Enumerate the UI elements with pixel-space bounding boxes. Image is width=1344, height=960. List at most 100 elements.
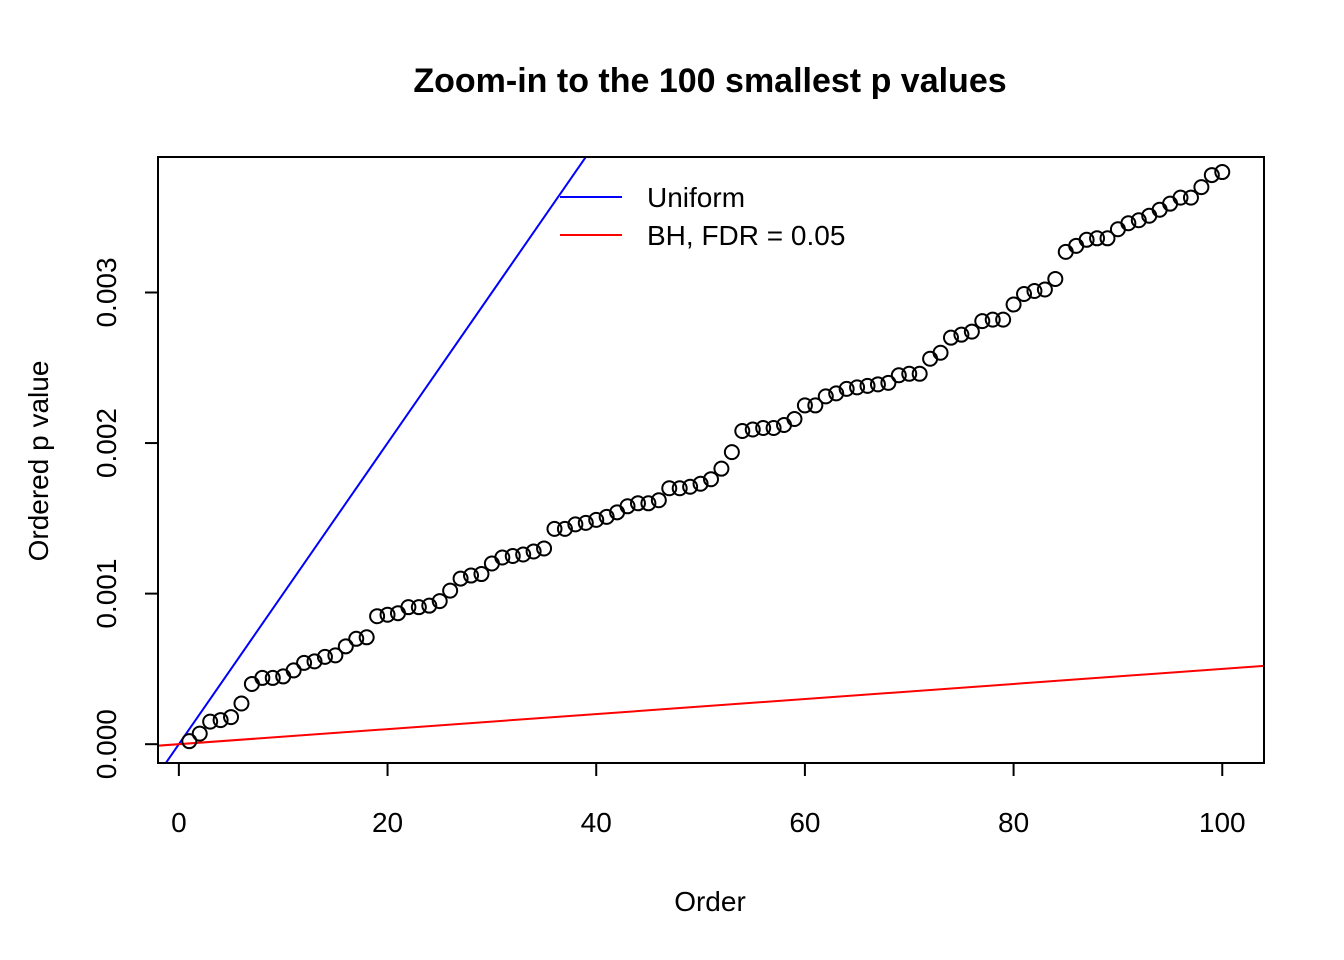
data-point: [629, 495, 646, 512]
data-point: [243, 675, 260, 692]
y-tick-label: 0.003: [91, 257, 122, 327]
data-point: [316, 648, 333, 665]
data-point: [1203, 167, 1220, 184]
data-point: [483, 555, 500, 572]
data-point: [703, 471, 719, 488]
x-tick-label: 20: [372, 807, 403, 838]
data-point: [577, 514, 594, 531]
x-axis-label: Order: [674, 886, 746, 917]
data-point: [504, 547, 521, 564]
data-point: [1089, 230, 1106, 247]
data-point: [1214, 164, 1231, 181]
data-points: [181, 164, 1231, 750]
data-point: [859, 377, 876, 394]
data-point: [713, 460, 730, 477]
data-point: [755, 420, 772, 437]
data-point: [650, 492, 667, 509]
data-point: [1099, 230, 1116, 247]
data-point: [546, 520, 563, 537]
y-tick-label: 0.000: [91, 709, 122, 779]
data-point: [661, 480, 678, 497]
data-point: [1120, 215, 1137, 232]
data-point: [942, 329, 959, 346]
uniform-line: [164, 157, 588, 763]
data-point: [431, 593, 448, 610]
data-point: [212, 712, 229, 729]
y-axis-label: Ordered p value: [23, 361, 54, 562]
x-tick-label: 40: [581, 807, 612, 838]
data-point: [1172, 189, 1189, 206]
data-point: [1057, 243, 1074, 260]
data-point: [442, 582, 459, 599]
data-point: [880, 374, 897, 391]
data-point: [1130, 212, 1147, 229]
data-point: [911, 365, 928, 382]
data-point: [181, 733, 198, 750]
data-point: [306, 653, 323, 670]
data-point: [828, 385, 845, 402]
data-point: [1182, 189, 1199, 206]
data-point: [922, 350, 939, 367]
data-point: [995, 311, 1012, 328]
data-point: [932, 344, 949, 361]
data-point: [869, 376, 886, 393]
x-axis: 0 20 40 60 80 100: [171, 762, 1246, 838]
data-point: [1193, 179, 1210, 196]
data-point: [692, 475, 709, 492]
data-point: [1109, 221, 1126, 238]
data-point: [400, 599, 417, 616]
data-point: [556, 520, 573, 537]
data-point: [598, 508, 615, 525]
data-point: [337, 638, 354, 655]
data-point: [202, 713, 219, 730]
y-tick-label: 0.001: [91, 559, 122, 629]
data-point: [796, 397, 813, 414]
bh-fdr-line: [158, 664, 1264, 747]
data-point: [515, 546, 532, 563]
y-axis: 0.000 0.001 0.002 0.003: [91, 257, 159, 779]
data-point: [567, 516, 584, 533]
x-tick-label: 80: [998, 807, 1029, 838]
data-point: [588, 511, 605, 528]
data-point: [744, 421, 761, 438]
x-tick-label: 100: [1199, 807, 1246, 838]
data-point: [723, 444, 740, 461]
data-point: [191, 725, 208, 742]
data-point: [974, 313, 991, 330]
data-point: [1047, 270, 1064, 287]
data-point: [671, 480, 688, 497]
data-point: [358, 629, 375, 646]
data-point: [849, 379, 866, 396]
data-point: [682, 478, 699, 495]
data-point: [1036, 281, 1053, 298]
plot-frame: [157, 156, 1265, 764]
data-point: [473, 566, 490, 583]
data-point: [296, 654, 313, 671]
data-point: [838, 380, 855, 397]
data-point: [734, 423, 751, 440]
data-point: [1005, 296, 1022, 313]
data-point: [1068, 237, 1085, 254]
data-point: [410, 599, 427, 616]
data-point: [807, 397, 824, 414]
data-point: [901, 365, 918, 382]
legend-bh-label: BH, FDR = 0.05: [647, 220, 845, 251]
data-point: [233, 695, 250, 712]
data-point: [525, 543, 542, 560]
legend-uniform-label: Uniform: [647, 182, 745, 213]
x-tick-label: 0: [171, 807, 187, 838]
data-point: [1078, 231, 1095, 248]
data-point: [765, 420, 782, 437]
legend: Uniform BH, FDR = 0.05: [560, 182, 845, 251]
data-point: [275, 668, 292, 685]
data-point: [640, 495, 657, 512]
reference-lines: [158, 157, 1264, 763]
data-point: [327, 647, 344, 664]
data-point: [463, 567, 480, 584]
data-point: [369, 608, 386, 625]
data-point: [890, 367, 907, 384]
data-point: [254, 669, 271, 686]
data-point: [817, 388, 834, 405]
data-point: [264, 669, 281, 686]
data-point: [223, 709, 240, 726]
